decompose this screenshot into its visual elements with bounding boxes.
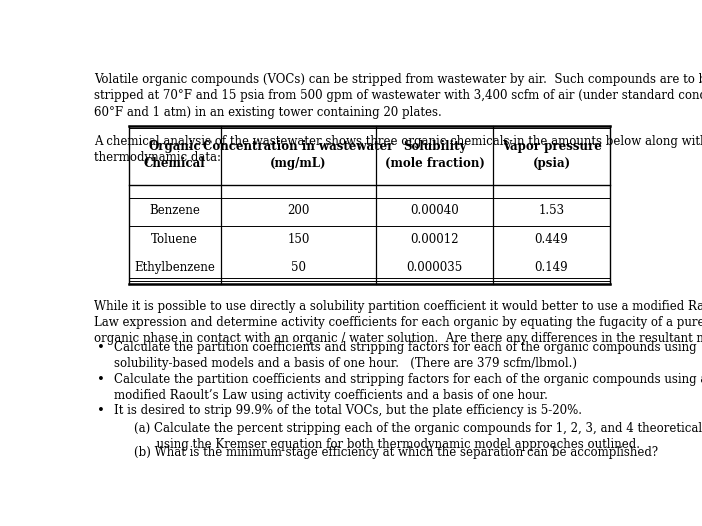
- Text: (a) Calculate the percent stripping each of the organic compounds for 1, 2, 3, a: (a) Calculate the percent stripping each…: [134, 421, 702, 434]
- Text: 1.53: 1.53: [538, 205, 564, 217]
- Text: Ethylbenzene: Ethylbenzene: [134, 261, 216, 274]
- Text: using the Kremser equation for both thermodynamic model approaches outlined.: using the Kremser equation for both ther…: [134, 438, 640, 451]
- Text: Solubility
(mole fraction): Solubility (mole fraction): [385, 140, 484, 170]
- Text: organic phase in contact with an organic / water solution.  Are there any differ: organic phase in contact with an organic…: [94, 332, 702, 346]
- Text: Organic
Chemical: Organic Chemical: [144, 140, 206, 170]
- Text: Law expression and determine activity coefficients for each organic by equating : Law expression and determine activity co…: [94, 316, 702, 329]
- Text: modified Raoult’s Law using activity coefficients and a basis of one hour.: modified Raoult’s Law using activity coe…: [114, 389, 548, 402]
- Text: While it is possible to use directly a solubility partition coefficient it would: While it is possible to use directly a s…: [94, 300, 702, 313]
- Text: Toluene: Toluene: [152, 233, 198, 246]
- Text: 60°F and 1 atm) in an existing tower containing 20 plates.: 60°F and 1 atm) in an existing tower con…: [94, 106, 442, 119]
- Text: 150: 150: [287, 233, 310, 246]
- Text: stripped at 70°F and 15 psia from 500 gpm of wastewater with 3,400 scfm of air (: stripped at 70°F and 15 psia from 500 gp…: [94, 89, 702, 103]
- Text: Concentration in wastewater
(mg/mL): Concentration in wastewater (mg/mL): [204, 140, 394, 170]
- Text: •: •: [98, 373, 105, 386]
- Text: (b) What is the minimum stage efficiency at which the separation can be accompli: (b) What is the minimum stage efficiency…: [134, 446, 658, 459]
- Text: 0.000035: 0.000035: [406, 261, 463, 274]
- Text: 200: 200: [287, 205, 310, 217]
- Text: Calculate the partition coefficients and stripping factors for each of the organ: Calculate the partition coefficients and…: [114, 373, 702, 386]
- Text: Calculate the partition coefficients and stripping factors for each of the organ: Calculate the partition coefficients and…: [114, 340, 696, 353]
- Text: 0.149: 0.149: [535, 261, 569, 274]
- Text: It is desired to strip 99.9% of the total VOCs, but the plate efficiency is 5-20: It is desired to strip 99.9% of the tota…: [114, 404, 582, 417]
- Text: Benzene: Benzene: [150, 205, 200, 217]
- Text: •: •: [98, 340, 105, 353]
- Text: 0.00012: 0.00012: [411, 233, 459, 246]
- Text: Volatile organic compounds (VOCs) can be stripped from wastewater by air.  Such : Volatile organic compounds (VOCs) can be…: [94, 73, 702, 86]
- Text: •: •: [98, 404, 105, 417]
- Text: solubility-based models and a basis of one hour.   (There are 379 scfm/lbmol.): solubility-based models and a basis of o…: [114, 357, 577, 370]
- Text: A chemical analysis of the wastewater shows three organic chemicals in the amoun: A chemical analysis of the wastewater sh…: [94, 135, 702, 148]
- Text: 50: 50: [291, 261, 306, 274]
- Text: 0.449: 0.449: [535, 233, 569, 246]
- Text: thermodynamic data:: thermodynamic data:: [94, 151, 221, 164]
- Text: 0.00040: 0.00040: [410, 205, 459, 217]
- Text: Vapor pressure
(psia): Vapor pressure (psia): [502, 140, 602, 170]
